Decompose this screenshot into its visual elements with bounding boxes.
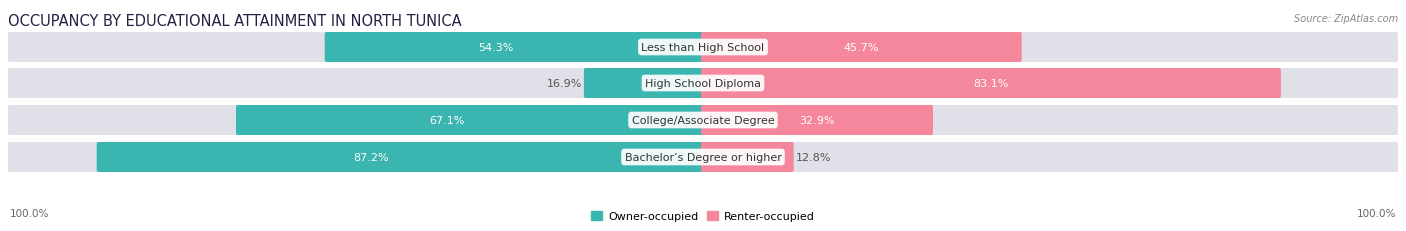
FancyBboxPatch shape: [8, 69, 1398, 99]
Text: College/Associate Degree: College/Associate Degree: [631, 116, 775, 125]
Text: 67.1%: 67.1%: [430, 116, 465, 125]
Text: Bachelor’s Degree or higher: Bachelor’s Degree or higher: [624, 152, 782, 162]
Text: 54.3%: 54.3%: [478, 43, 513, 53]
FancyBboxPatch shape: [583, 69, 704, 99]
Text: 87.2%: 87.2%: [353, 152, 388, 162]
Text: 45.7%: 45.7%: [844, 43, 879, 53]
Text: 32.9%: 32.9%: [799, 116, 835, 125]
Text: Source: ZipAtlas.com: Source: ZipAtlas.com: [1294, 14, 1398, 24]
FancyBboxPatch shape: [325, 33, 704, 63]
FancyBboxPatch shape: [97, 142, 704, 172]
Legend: Owner-occupied, Renter-occupied: Owner-occupied, Renter-occupied: [586, 206, 820, 225]
FancyBboxPatch shape: [702, 33, 1022, 63]
Text: 12.8%: 12.8%: [796, 152, 831, 162]
Text: 16.9%: 16.9%: [547, 79, 582, 89]
FancyBboxPatch shape: [8, 142, 1398, 172]
FancyBboxPatch shape: [702, 142, 794, 172]
Text: 83.1%: 83.1%: [973, 79, 1008, 89]
FancyBboxPatch shape: [702, 106, 934, 135]
FancyBboxPatch shape: [8, 106, 1398, 135]
FancyBboxPatch shape: [8, 33, 1398, 63]
Text: 100.0%: 100.0%: [1357, 208, 1396, 218]
Text: 100.0%: 100.0%: [10, 208, 49, 218]
Text: High School Diploma: High School Diploma: [645, 79, 761, 89]
Text: Less than High School: Less than High School: [641, 43, 765, 53]
Text: OCCUPANCY BY EDUCATIONAL ATTAINMENT IN NORTH TUNICA: OCCUPANCY BY EDUCATIONAL ATTAINMENT IN N…: [8, 14, 461, 29]
FancyBboxPatch shape: [236, 106, 704, 135]
FancyBboxPatch shape: [702, 69, 1281, 99]
